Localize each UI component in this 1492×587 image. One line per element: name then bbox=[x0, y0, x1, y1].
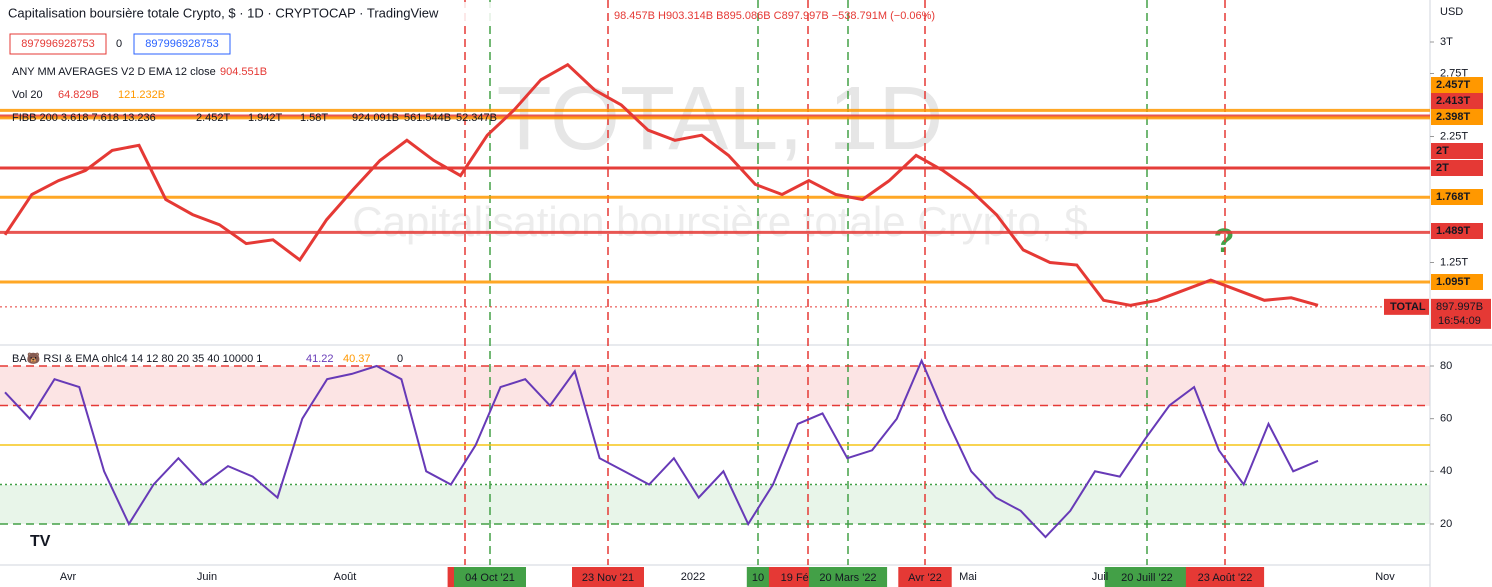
spread: 0 bbox=[116, 38, 122, 50]
rsi-tick-label: 20 bbox=[1440, 518, 1452, 530]
rsi-tick-label: 80 bbox=[1440, 360, 1452, 372]
level-label: 1.489T bbox=[1436, 225, 1471, 237]
ohlc: 98.457B H903.314B B895.086B C897.997B −5… bbox=[614, 10, 935, 22]
price-tick-label: 3T bbox=[1440, 36, 1453, 48]
marker-label-bg bbox=[572, 567, 644, 587]
level-label: 1.095T bbox=[1436, 276, 1471, 288]
marker-label-bg bbox=[808, 567, 888, 587]
time-label: Juil bbox=[1092, 571, 1109, 583]
rsi-value: 41.22 bbox=[306, 353, 334, 365]
time-label: Nov bbox=[1375, 571, 1395, 583]
level-label-bg bbox=[1431, 189, 1483, 205]
sell-button[interactable] bbox=[9, 33, 107, 55]
time-label: Juin bbox=[197, 571, 217, 583]
rsi-legend[interactable]: BA🐻 RSI & EMA ohlc4 14 12 80 20 35 40 10… bbox=[12, 351, 262, 365]
marker-label-bg bbox=[746, 567, 770, 587]
marker-label-bg bbox=[1185, 567, 1265, 587]
rsi-value: 40.37 bbox=[343, 353, 371, 365]
marker-label: 10 bbox=[752, 572, 764, 584]
price-tick-label: 2.75T bbox=[1440, 67, 1468, 79]
marker-label-bg bbox=[898, 567, 952, 587]
marker-label-bg bbox=[1104, 567, 1190, 587]
oversold-zone bbox=[0, 485, 1430, 524]
level-label-bg bbox=[1431, 160, 1483, 176]
rsi-tick-label: 40 bbox=[1440, 465, 1452, 477]
price-ema bbox=[3, 62, 1319, 307]
price-tick-label: 2.25T bbox=[1440, 130, 1468, 142]
fibb-value: 1.58T bbox=[300, 112, 328, 124]
last-bg bbox=[1384, 298, 1429, 315]
ema-value: 904.551B bbox=[220, 66, 267, 78]
header-bg bbox=[4, 2, 604, 24]
marker-label-bg bbox=[454, 567, 526, 587]
marker-label: 20 Juill '22 bbox=[1121, 572, 1173, 584]
level-label-bg bbox=[1431, 109, 1483, 125]
price-tick-label: 1.25T bbox=[1440, 256, 1468, 268]
marker-label: Avr '22 bbox=[908, 572, 942, 584]
vol-legend[interactable]: Vol 20 bbox=[12, 89, 43, 101]
marker-label: 23 Nov '21 bbox=[582, 572, 634, 584]
fibb-value: 2.452T bbox=[196, 112, 231, 124]
currency[interactable]: USD bbox=[1440, 6, 1463, 18]
level-label-bg bbox=[1431, 143, 1483, 159]
marker-label: 04 Oct '21 bbox=[465, 572, 515, 584]
tv-logo: TV bbox=[30, 533, 51, 550]
buy-button[interactable] bbox=[133, 33, 231, 55]
time-label: Août bbox=[334, 571, 357, 583]
time-label: Mai bbox=[959, 571, 977, 583]
fibb-value: 1.942T bbox=[248, 112, 283, 124]
last-symbol: TOTAL bbox=[1390, 301, 1426, 313]
fibb-value: 52.347B bbox=[456, 112, 497, 124]
rsi-line bbox=[4, 358, 1319, 539]
fibb-value: 924.091B bbox=[352, 112, 399, 124]
rsi-tick-label: 60 bbox=[1440, 413, 1452, 425]
symbol-title[interactable]: Capitalisation boursière totale Crypto, … bbox=[8, 5, 439, 20]
countdown: 16:54:09 bbox=[1438, 315, 1481, 327]
time-label: Avr bbox=[60, 571, 77, 583]
time-label: 2022 bbox=[681, 571, 705, 583]
level-label: 2T bbox=[1436, 145, 1449, 157]
level-label-bg bbox=[1431, 223, 1483, 239]
buy-price[interactable]: 897996928753 bbox=[145, 38, 218, 50]
marker-label: 23 Août '22 bbox=[1198, 572, 1253, 584]
overbought-zone bbox=[0, 366, 1430, 406]
level-label-bg bbox=[1431, 77, 1483, 93]
fibb-legend[interactable]: FIBB 200 3.618 7.618 13.236 bbox=[12, 112, 156, 124]
annotation: ? bbox=[1214, 222, 1235, 260]
fibb-value: 561.544B bbox=[404, 112, 451, 124]
rsi-value: 0 bbox=[397, 353, 403, 365]
last-bg bbox=[1431, 298, 1491, 329]
level-label-bg bbox=[1431, 274, 1483, 290]
level-label: 2.413T bbox=[1436, 95, 1471, 107]
watermark-name: Capitalisation boursière totale Crypto, … bbox=[352, 198, 1087, 245]
level-label: 1.768T bbox=[1436, 191, 1471, 203]
level-label: 2.457T bbox=[1436, 79, 1471, 91]
level-label-bg bbox=[1431, 93, 1483, 109]
level-label: 2T bbox=[1436, 162, 1449, 174]
ema-legend[interactable]: ANY MM AVERAGES V2 D EMA 12 close bbox=[12, 66, 216, 78]
vol-value: 64.829B bbox=[58, 89, 99, 101]
last-price: 897.997B bbox=[1436, 301, 1483, 313]
sell-price[interactable]: 897996928753 bbox=[21, 38, 94, 50]
level-label: 2.398T bbox=[1436, 111, 1471, 123]
marker-label: 20 Mars '22 bbox=[819, 572, 876, 584]
vol-value: 121.232B bbox=[118, 89, 165, 101]
